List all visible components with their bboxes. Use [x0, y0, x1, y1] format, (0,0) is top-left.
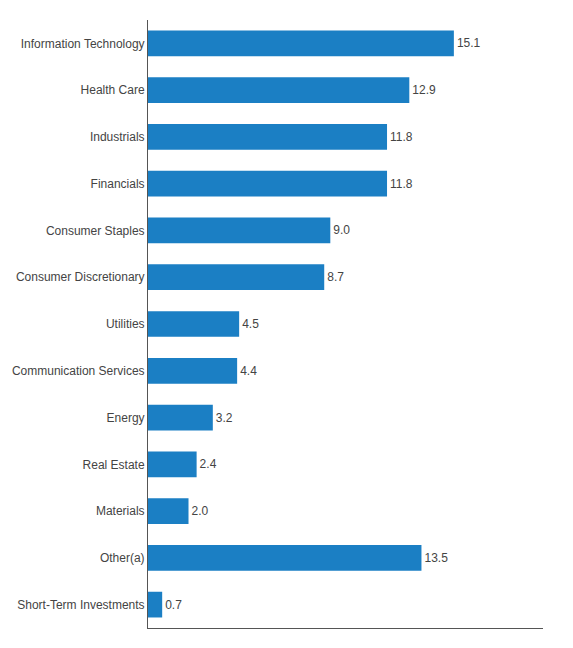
- svg-text:Consumer Staples: Consumer Staples: [46, 224, 145, 238]
- svg-text:Consumer Discretionary: Consumer Discretionary: [16, 270, 145, 284]
- svg-text:Communication Services: Communication Services: [12, 364, 145, 378]
- svg-text:4.5: 4.5: [242, 317, 259, 331]
- svg-text:Real Estate: Real Estate: [83, 458, 145, 472]
- svg-text:11.8: 11.8: [390, 130, 413, 144]
- svg-text:15.1: 15.1: [457, 36, 481, 50]
- svg-text:11.8: 11.8: [390, 177, 413, 191]
- svg-text:3.2: 3.2: [216, 411, 233, 425]
- svg-text:0.7: 0.7: [165, 598, 182, 612]
- svg-text:8.7: 8.7: [327, 270, 344, 284]
- svg-text:13.5: 13.5: [424, 551, 448, 565]
- svg-text:2.0: 2.0: [192, 504, 209, 518]
- svg-text:9.0: 9.0: [333, 223, 350, 237]
- svg-text:Materials: Materials: [96, 504, 145, 518]
- svg-text:Financials: Financials: [91, 177, 145, 191]
- svg-text:4.4: 4.4: [240, 364, 257, 378]
- svg-text:12.9: 12.9: [412, 83, 436, 97]
- svg-text:Industrials: Industrials: [90, 130, 145, 144]
- svg-text:Health Care: Health Care: [81, 83, 145, 97]
- svg-text:Information Technology: Information Technology: [21, 37, 145, 51]
- svg-text:2.4: 2.4: [200, 457, 217, 471]
- svg-text:Short-Term Investments: Short-Term Investments: [17, 598, 144, 612]
- svg-text:Energy: Energy: [107, 411, 145, 425]
- svg-text:Utilities: Utilities: [106, 317, 145, 331]
- svg-text:Other(a): Other(a): [100, 551, 145, 565]
